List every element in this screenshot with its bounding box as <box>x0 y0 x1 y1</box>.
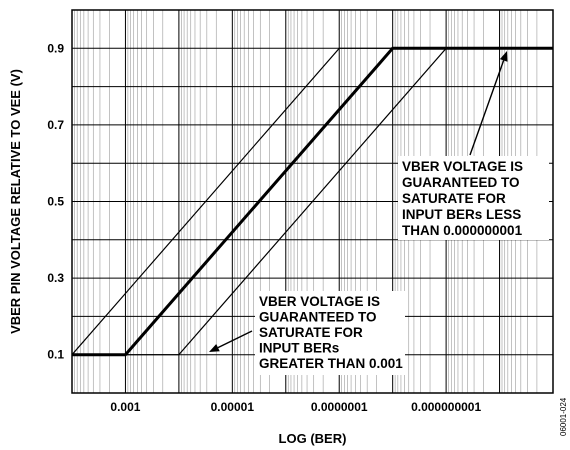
annotation-lower-line: SATURATE FOR <box>259 325 363 340</box>
y-axis-label: VBER PIN VOLTAGE RELATIVE TO VEE (V) <box>8 69 23 334</box>
y-tick-label: 0.7 <box>47 118 64 132</box>
annotation-lower-line: GUARANTEED TO <box>259 310 377 325</box>
annotation-upper-line: VBER VOLTAGE IS <box>402 159 523 174</box>
annotation-lower-line: VBER VOLTAGE IS <box>259 294 380 309</box>
x-tick-label: 0.0000001 <box>311 400 368 414</box>
series-layer <box>71 46 553 357</box>
annotation-upper-line: SATURATE FOR <box>402 191 506 206</box>
annotation-upper: VBER VOLTAGE IS GUARANTEED TO SATURATE F… <box>398 51 549 240</box>
figure-id: 06001-024 <box>559 397 568 436</box>
annotation-upper-line: GUARANTEED TO <box>402 175 520 190</box>
series-line-3 <box>72 47 553 356</box>
plot-frame <box>71 9 554 394</box>
annotation-upper-line: INPUT BERs LESS <box>402 207 521 222</box>
x-axis-label: LOG (BER) <box>279 431 347 446</box>
y-tick-label: 0.5 <box>47 195 64 209</box>
y-tick-label: 0.9 <box>47 41 64 55</box>
annotation-upper-arrow <box>469 60 505 156</box>
annotation-lower: VBER VOLTAGE IS GUARANTEED TO SATURATE F… <box>209 291 405 375</box>
annotation-lower-background <box>255 291 405 375</box>
annotation-upper-line: THAN 0.000000001 <box>402 223 523 238</box>
x-tick-labels: 0.001 0.00001 0.0000001 0.000000001 <box>110 400 481 414</box>
annotation-lower-line: GREATER THAN 0.001 <box>259 356 403 371</box>
annotation-lower-line: INPUT BERs <box>259 341 339 356</box>
y-tick-labels: 0.1 0.3 0.5 0.7 0.9 <box>47 41 64 361</box>
y-tick-label: 0.1 <box>47 348 64 362</box>
annotation-lower-arrow <box>217 330 253 349</box>
annotation-lower-arrowhead <box>209 344 220 352</box>
x-tick-label: 0.00001 <box>211 400 255 414</box>
annotation-upper-arrowhead <box>499 51 508 62</box>
y-tick-label: 0.3 <box>47 271 64 285</box>
x-tick-label: 0.000000001 <box>411 400 481 414</box>
annotation-upper-background <box>398 156 549 240</box>
x-tick-label: 0.001 <box>110 400 140 414</box>
